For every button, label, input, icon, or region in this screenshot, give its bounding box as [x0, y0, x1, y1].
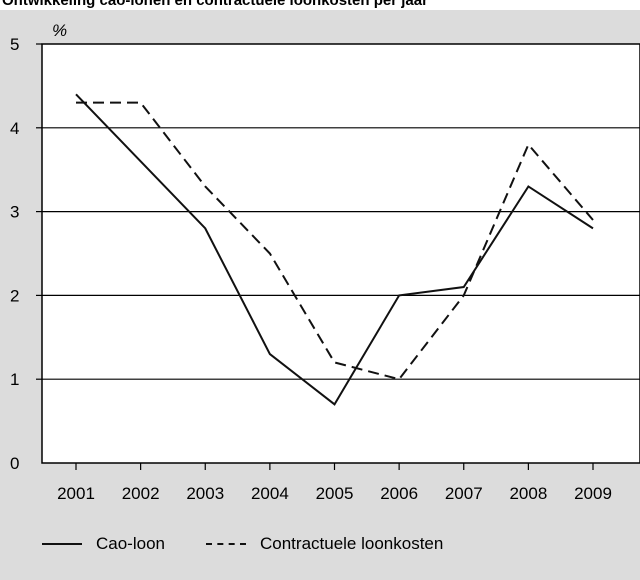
grid-lines — [42, 127, 640, 380]
x-tick-label-2002: 2002 — [122, 484, 160, 503]
legend-label-contractuele-loonkosten: Contractuele loonkosten — [260, 534, 444, 553]
x-tick-label-2007: 2007 — [445, 484, 483, 503]
x-tick-label-2004: 2004 — [251, 484, 289, 503]
axis-ticks: 0 1 2 3 4 5 2001 2002 2003 2004 2005 2006 2007 2008 20… — [10, 35, 612, 503]
legend-item-cao-loon: Cao-loon — [42, 532, 165, 556]
x-tick-label-2005: 2005 — [316, 484, 354, 503]
title-strip: Ontwikkeling cao-lonen en contractuele l… — [0, 0, 640, 10]
y-tick-label-4: 4 — [10, 119, 19, 138]
y-tick-label-5: 5 — [10, 35, 19, 54]
plot-area — [41, 43, 640, 464]
x-tick-label-2006: 2006 — [380, 484, 418, 503]
legend-label-cao-loon: Cao-loon — [96, 534, 165, 553]
series-lines — [75, 93, 594, 406]
legend-solid-line-icon — [42, 543, 82, 545]
legend-item-contractuele-loonkosten: Contractuele loonkosten — [206, 532, 443, 556]
x-tick-label-2001: 2001 — [57, 484, 95, 503]
x-tick-label-2008: 2008 — [509, 484, 547, 503]
y-tick-label-1: 1 — [10, 370, 19, 389]
series-line-contractuele-loonkosten — [76, 101, 594, 381]
y-tick-label-3: 3 — [10, 203, 19, 222]
y-axis-unit: % — [52, 21, 67, 40]
x-tick-label-2009: 2009 — [574, 484, 612, 503]
y-tick-label-0: 0 — [10, 454, 19, 473]
chart-title: Ontwikkeling cao-lonen en contractuele l… — [2, 0, 428, 9]
y-tick-label-2: 2 — [10, 286, 19, 305]
x-tick-label-2003: 2003 — [186, 484, 224, 503]
legend-dashed-line-icon — [206, 543, 246, 545]
